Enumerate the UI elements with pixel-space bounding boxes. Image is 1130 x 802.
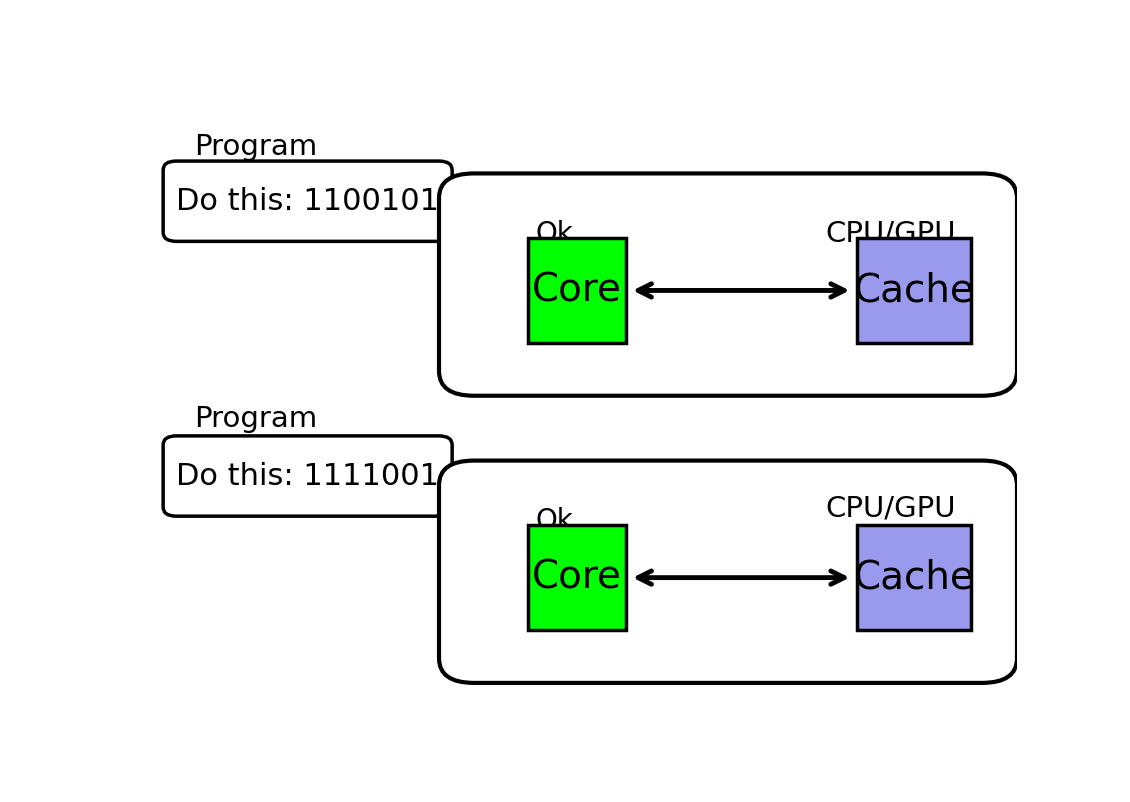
FancyBboxPatch shape	[529, 237, 626, 343]
Text: Program: Program	[194, 133, 318, 161]
Text: Core: Core	[532, 271, 622, 310]
FancyBboxPatch shape	[438, 460, 1017, 683]
FancyBboxPatch shape	[857, 237, 972, 343]
FancyBboxPatch shape	[438, 173, 1017, 395]
Text: CPU/GPU: CPU/GPU	[825, 494, 956, 522]
Text: CPU/GPU: CPU/GPU	[825, 220, 956, 248]
Text: Program: Program	[194, 405, 318, 433]
FancyBboxPatch shape	[163, 436, 452, 516]
Text: Cache: Cache	[853, 271, 974, 310]
Text: Do this: 1100101: Do this: 1100101	[176, 187, 440, 216]
FancyBboxPatch shape	[163, 161, 452, 241]
Text: Do this: 1111001: Do this: 1111001	[176, 461, 440, 491]
Text: Ok...: Ok...	[536, 220, 600, 248]
Text: Cache: Cache	[853, 559, 974, 597]
FancyBboxPatch shape	[857, 525, 972, 630]
FancyBboxPatch shape	[529, 525, 626, 630]
Text: Ok...: Ok...	[536, 507, 600, 535]
Text: Core: Core	[532, 559, 622, 597]
